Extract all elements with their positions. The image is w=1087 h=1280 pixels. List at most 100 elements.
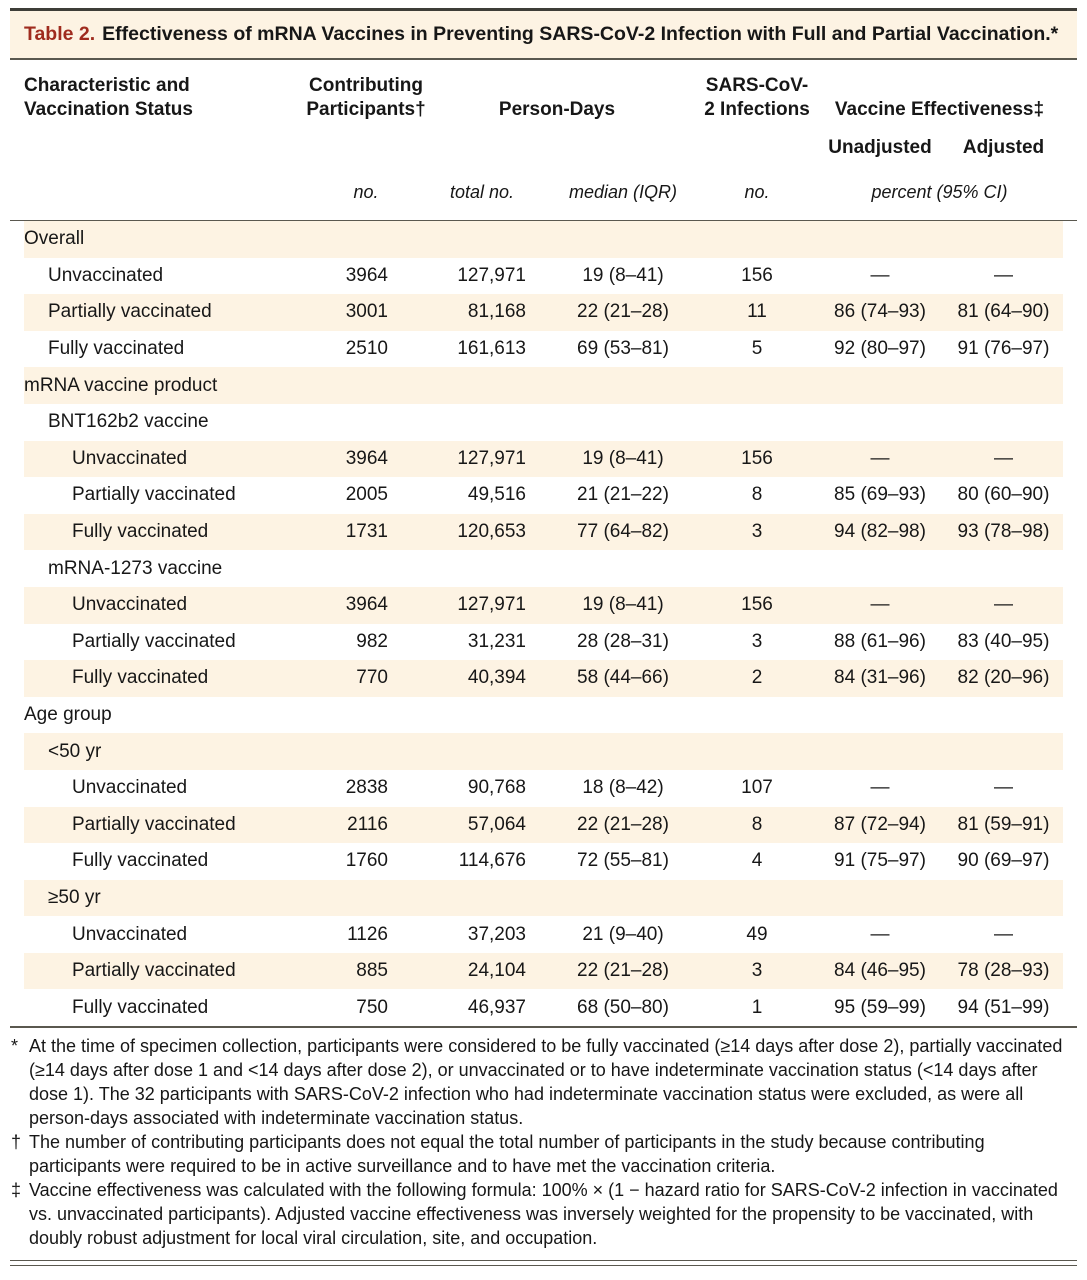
cell-person-days-total: 24,104 (467, 960, 526, 982)
footnote-marker: * (11, 1035, 19, 1056)
cell-contributing-participants: 3964 (345, 264, 388, 286)
cell-ve-unadjusted: 87 (72–94) (834, 813, 926, 835)
row-label: mRNA vaccine product (24, 374, 218, 396)
cell-person-days-median: 21 (9–40) (582, 923, 664, 945)
cell-person-days-total: 49,516 (467, 484, 526, 506)
cell-person-days-total: 40,394 (467, 667, 526, 689)
table-title: Table 2. Effectiveness of mRNA Vaccines i… (10, 11, 1077, 58)
col-header-vaccine-effectiveness: Vaccine Effectiveness‡ (834, 98, 1045, 120)
table-row: Fully vaccinated 2510 161,613 69 (53–81) 5 92… (24, 331, 1063, 368)
cell-person-days-median: 19 (8–41) (582, 447, 664, 469)
cell-infections: 8 (751, 813, 763, 835)
cell-ve-adjusted: 78 (28–93) (957, 960, 1050, 982)
table-row: Fully vaccinated 1731 120,653 77 (64–82) 3 94… (24, 513, 1063, 551)
table-rows: Overall Unvaccinated 3964 127,971 19 (8–41) 1… (10, 221, 1077, 1026)
cell-contributing-participants: 770 (356, 667, 388, 689)
table-row: Partially vaccinated 3001 81,168 22 (21–28)… (24, 294, 1063, 331)
header-row-adjustment: Unadjusted Adjusted (24, 136, 1063, 160)
col-header-person-days: Person-Days (498, 98, 616, 120)
row-label: Fully vaccinated (48, 338, 185, 360)
row-label: Fully vaccinated (72, 667, 209, 689)
table-row: Unvaccinated 3964 127,971 19 (8–41) 156 — — (24, 258, 1063, 295)
col-header-unadjusted: Unadjusted (828, 136, 932, 158)
footnote-marker: † (11, 1131, 22, 1152)
cell-ve-adjusted: — (994, 447, 1013, 469)
row-label: Partially vaccinated (48, 301, 212, 323)
row-label: Age group (24, 704, 112, 726)
cell-person-days-total: 90,768 (467, 777, 526, 799)
cell-contributing-participants: 1731 (345, 521, 388, 543)
cell-person-days-median: 72 (55–81) (577, 850, 669, 872)
row-label: ≥50 yr (48, 886, 101, 908)
cell-infections: 156 (741, 594, 773, 616)
cell-person-days-total: 127,971 (457, 594, 526, 616)
footnotes: * At the time of specimen collection, par… (10, 1028, 1077, 1258)
cell-person-days-total: 127,971 (457, 447, 526, 469)
cell-person-days-median: 77 (64–82) (577, 521, 669, 543)
table-subsection-row: mRNA-1273 vaccine (24, 550, 1063, 587)
cell-contributing-participants: 2116 (347, 813, 388, 835)
table-row: Partially vaccinated 982 31,231 28 (28–31) 3… (24, 624, 1063, 661)
col-header-characteristic: Characteristic and Vaccination Status (24, 74, 193, 120)
row-label: BNT162b2 vaccine (48, 411, 209, 433)
cell-ve-unadjusted: — (870, 594, 890, 616)
cell-person-days-median: 22 (21–28) (577, 960, 669, 982)
top-rule (10, 8, 1077, 11)
unit-percent-95-ci: percent (95% CI) (871, 181, 1008, 202)
bottom-rule-2 (10, 1264, 1077, 1267)
row-label: Fully vaccinated (72, 521, 209, 543)
footnote-marker: ‡ (11, 1179, 22, 1200)
cell-person-days-total: 161,613 (457, 338, 526, 360)
table-row: Fully vaccinated 750 46,937 68 (50–80) 1 95 (… (24, 989, 1063, 1026)
cell-ve-unadjusted: 84 (31–96) (834, 667, 926, 689)
body-bottom-rule (10, 1026, 1077, 1028)
row-label: Partially vaccinated (72, 630, 236, 652)
cell-ve-adjusted: 82 (20–96) (957, 667, 1050, 689)
row-label: Unvaccinated (72, 594, 188, 616)
cell-ve-unadjusted: — (870, 777, 890, 799)
cell-contributing-participants: 885 (356, 960, 388, 982)
table-section-row: Overall (24, 221, 1063, 258)
table-row: Partially vaccinated 2005 49,516 21 (21–22)… (24, 477, 1063, 514)
row-label: Unvaccinated (72, 777, 188, 799)
table-row: Unvaccinated 2838 90,768 18 (8–42) 107 — — (24, 770, 1063, 807)
unit-person-days-median-iqr: median (IQR) (568, 181, 678, 202)
table-subsection-row: <50 yr (24, 733, 1063, 770)
bottom-double-rule (10, 1259, 1077, 1267)
cell-ve-unadjusted: 92 (80–97) (834, 338, 926, 360)
cell-ve-adjusted: 94 (51–99) (957, 996, 1050, 1018)
cell-ve-adjusted: 81 (64–90) (957, 301, 1050, 323)
cell-contributing-participants: 1760 (345, 850, 388, 872)
unit-participants-no: no. (353, 181, 379, 202)
footnote-text: The number of contributing participants … (29, 1131, 985, 1176)
cell-infections: 11 (747, 301, 767, 323)
cell-person-days-total: 127,971 (457, 264, 526, 286)
table-title-text: Effectiveness of mRNA Vaccines in Preven… (102, 23, 1059, 45)
unit-person-days-total-no: total no. (449, 181, 515, 202)
col-header-contributing-participants: Contributing Participants† (306, 74, 426, 120)
cell-infections: 8 (751, 484, 763, 506)
table-header: Characteristic and Vaccination Status Co… (10, 60, 1077, 220)
cell-ve-unadjusted: 94 (82–98) (834, 521, 926, 543)
cell-ve-adjusted: — (994, 777, 1013, 799)
table-row: Partially vaccinated 885 24,104 22 (21–28) 3… (24, 952, 1063, 990)
table-section-row: mRNA vaccine product (24, 367, 1063, 404)
footnote: ‡ Vaccine effectiveness was calculated wi… (10, 1178, 1077, 1250)
row-label: Fully vaccinated (72, 996, 209, 1018)
cell-ve-adjusted: 80 (60–90) (957, 484, 1050, 506)
cell-infections: 2 (751, 667, 763, 689)
cell-ve-unadjusted: 91 (75–97) (834, 850, 926, 872)
header-row-units: no. total no. median (IQR) no. percent (… (24, 180, 1063, 220)
cell-ve-adjusted: 93 (78–98) (957, 521, 1050, 543)
footnote: † The number of contributing participants… (10, 1130, 1077, 1178)
col-header-sars-cov-2-infections: SARS-CoV-2 Infections (704, 74, 810, 120)
row-label: Partially vaccinated (72, 484, 236, 506)
header-rule (10, 219, 1077, 221)
cell-person-days-median: 21 (21–22) (577, 484, 669, 506)
col-header-adjusted: Adjusted (962, 136, 1045, 158)
table-2-figure: Table 2. Effectiveness of mRNA Vaccines i… (10, 8, 1077, 1267)
table-row: Unvaccinated 1126 37,203 21 (9–40) 49 — — (24, 916, 1063, 953)
cell-person-days-total: 114,676 (458, 850, 526, 872)
cell-ve-unadjusted: 86 (74–93) (834, 301, 926, 323)
cell-ve-adjusted: 90 (69–97) (957, 850, 1050, 872)
